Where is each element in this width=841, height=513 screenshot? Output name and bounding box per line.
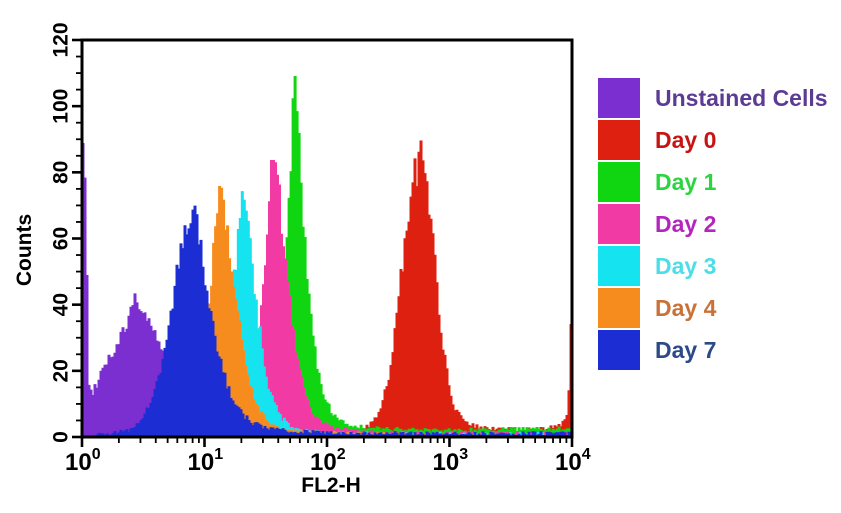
legend-item-day-7: Day 7	[598, 330, 828, 370]
legend-label: Day 2	[655, 210, 717, 237]
legend-swatch	[598, 330, 640, 370]
y-tick-label: 100	[50, 89, 73, 124]
legend-label: Day 7	[655, 336, 717, 363]
histogram-series-day-0	[308, 140, 572, 437]
y-tick-label: 80	[50, 161, 73, 184]
histogram-series-day-7	[95, 205, 572, 437]
x-tick-label: 102	[310, 446, 346, 476]
legend-item-day-0: Day 0	[598, 120, 828, 160]
axes-group: 0 20 40 60 80 100 120 100 101 102 103 104	[50, 22, 591, 476]
legend-swatch	[598, 120, 640, 160]
y-tick-label: 40	[50, 293, 73, 316]
x-tick-label: 100	[65, 446, 101, 476]
legend-label: Day 1	[655, 168, 717, 195]
histogram-series-group	[82, 76, 572, 437]
y-tick-label: 20	[50, 359, 73, 382]
y-tick-label: 60	[50, 227, 73, 250]
legend-swatch	[598, 162, 640, 202]
legend-item-unstained-cells: Unstained Cells	[598, 78, 828, 118]
y-axis-label: Counts	[13, 214, 36, 286]
legend-swatch	[598, 246, 640, 286]
legend-swatch	[598, 204, 640, 244]
x-tick-label: 104	[555, 446, 591, 476]
y-tick-label: 120	[50, 22, 73, 57]
x-tick-label: 103	[433, 446, 469, 476]
x-axis-label: FL2-H	[301, 474, 361, 497]
legend-label: Day 0	[655, 126, 717, 153]
legend-item-day-1: Day 1	[598, 162, 828, 202]
y-tick-label: 0	[50, 431, 73, 443]
legend: Unstained Cells Day 0 Day 1 Day 2 Day 3 Day 4…	[598, 78, 828, 372]
x-tick-label: 101	[188, 446, 224, 476]
legend-swatch	[598, 78, 640, 118]
legend-item-day-3: Day 3	[598, 246, 828, 286]
legend-item-day-2: Day 2	[598, 204, 828, 244]
legend-item-day-4: Day 4	[598, 288, 828, 328]
legend-label: Unstained Cells	[655, 84, 828, 111]
legend-label: Day 3	[655, 252, 717, 279]
legend-label: Day 4	[655, 294, 717, 321]
legend-swatch	[598, 288, 640, 328]
